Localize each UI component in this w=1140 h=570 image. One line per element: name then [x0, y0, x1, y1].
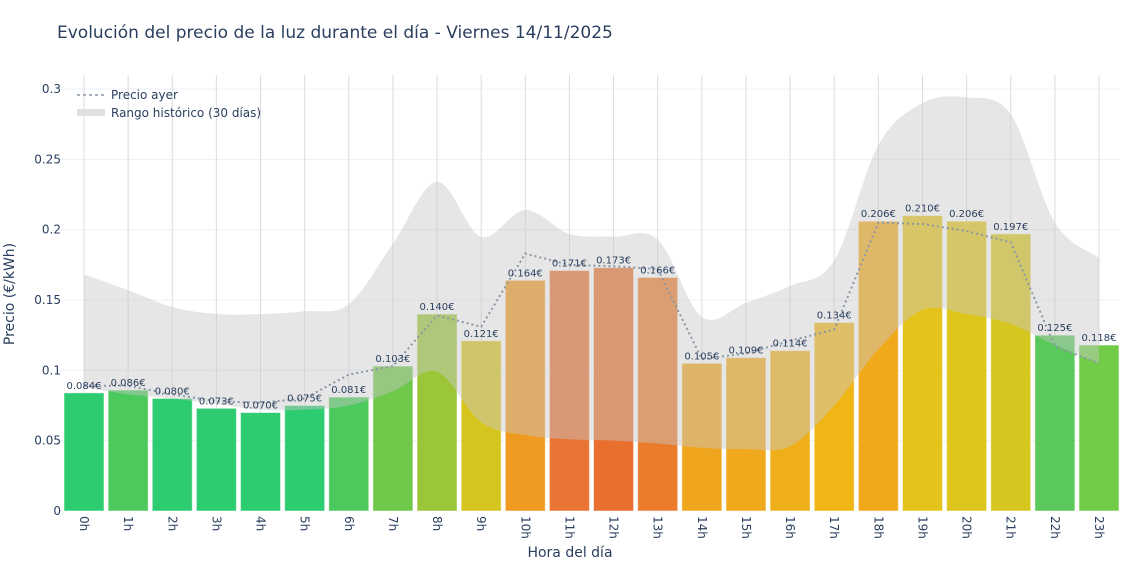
x-tick-label: 13h — [651, 516, 665, 539]
data-label-17h: 0.134€ — [817, 311, 852, 322]
y-tick-label: 0.2 — [42, 223, 61, 237]
data-label-4h: 0.070€ — [243, 401, 278, 412]
y-tick-label: 0 — [53, 504, 61, 518]
chart-title: Evolución del precio de la luz durante e… — [57, 23, 613, 43]
x-tick-label: 4h — [254, 516, 268, 531]
x-tick-label: 8h — [430, 516, 444, 531]
x-tick-label: 17h — [827, 516, 841, 539]
bar-8h — [416, 313, 458, 512]
bar-9h — [460, 340, 502, 512]
data-label-13h: 0.166€ — [640, 265, 675, 276]
x-tick-label: 9h — [474, 516, 488, 531]
data-labels: 0.084€ 0.086€ 0.080€ 0.073€ 0.070€ 0.075€ 0.08… — [67, 204, 1117, 412]
y-axis-ticks: 0 0.05 0.1 0.15 0.2 0.25 0.3 — [34, 82, 61, 518]
x-tick-label: 15h — [739, 516, 753, 539]
bar-22h — [1034, 334, 1076, 512]
bar-16h — [769, 350, 811, 512]
bar-1h — [107, 389, 149, 512]
bar-13h — [637, 276, 679, 512]
data-label-1h: 0.086€ — [111, 378, 146, 389]
bar-6h — [328, 396, 370, 512]
x-tick-label: 12h — [607, 516, 621, 539]
data-label-7h: 0.103€ — [375, 354, 410, 365]
legend-range-symbol — [77, 109, 105, 116]
historic-range-area — [84, 96, 1099, 451]
bar-11h — [548, 269, 590, 512]
bar-17h — [813, 322, 855, 512]
y-tick-label: 0.3 — [42, 82, 61, 96]
data-label-18h: 0.206€ — [861, 209, 896, 220]
bar-21h — [990, 233, 1032, 512]
data-label-10h: 0.164€ — [508, 268, 543, 279]
x-tick-label: 7h — [386, 516, 400, 531]
bar-14h — [681, 362, 723, 512]
data-label-6h: 0.081€ — [331, 385, 366, 396]
x-tick-label: 16h — [783, 516, 797, 539]
y-tick-label: 0.05 — [34, 434, 61, 448]
bar-2h — [151, 397, 193, 512]
data-label-8h: 0.140€ — [420, 302, 455, 313]
x-tick-label: 19h — [915, 516, 929, 539]
x-tick-label: 5h — [298, 516, 312, 531]
data-label-22h: 0.125€ — [1037, 323, 1072, 334]
data-label-11h: 0.171€ — [552, 258, 587, 269]
x-tick-label: 20h — [960, 516, 974, 539]
y-axis-title: Precio (€/kWh) — [2, 243, 18, 345]
x-tick-label: 22h — [1048, 516, 1062, 539]
x-tick-label: 21h — [1004, 516, 1018, 539]
data-label-9h: 0.121€ — [464, 329, 499, 340]
historic-range — [84, 96, 1099, 451]
x-tick-label: 10h — [518, 516, 532, 539]
bar-15h — [725, 357, 767, 512]
x-tick-label: 18h — [871, 516, 885, 539]
data-label-5h: 0.075€ — [287, 394, 322, 405]
data-label-16h: 0.114€ — [773, 339, 808, 350]
bars — [63, 215, 1120, 512]
x-tick-label: 1h — [121, 516, 135, 531]
yesterday-line — [84, 221, 1100, 404]
data-label-12h: 0.173€ — [596, 256, 631, 267]
x-axis-ticks: 0h 1h 2h 3h 4h 5h 6h 7h 8h 9h 10h 11h 12h 13h 14h 15h 16… — [77, 516, 1106, 539]
data-label-14h: 0.105€ — [684, 351, 719, 362]
data-label-21h: 0.197€ — [993, 222, 1028, 233]
bar-10h — [504, 279, 546, 512]
x-tick-label: 3h — [209, 516, 223, 531]
bar-23h — [1078, 344, 1120, 512]
data-label-2h: 0.080€ — [155, 386, 190, 397]
x-tick-label: 14h — [695, 516, 709, 539]
legend-yesterday[interactable]: Precio ayer — [111, 88, 178, 102]
x-axis-title: Hora del día — [527, 545, 612, 561]
data-label-23h: 0.118€ — [1082, 333, 1117, 344]
bar-4h — [240, 412, 282, 512]
yesterday-price-line — [84, 221, 1100, 404]
x-tick-label: 0h — [77, 516, 91, 531]
bar-0h — [63, 392, 105, 512]
bar-5h — [284, 405, 326, 512]
bar-7h — [372, 365, 414, 512]
legend[interactable]: Precio ayer Rango histórico (30 días) — [77, 88, 261, 120]
data-label-19h: 0.210€ — [905, 204, 940, 215]
data-label-15h: 0.109€ — [728, 346, 763, 357]
bar-12h — [593, 267, 635, 512]
x-tick-label: 2h — [165, 516, 179, 531]
bar-20h — [946, 220, 988, 512]
y-tick-label: 0.15 — [34, 293, 61, 307]
y-tick-label: 0.1 — [42, 363, 61, 377]
bar-3h — [195, 407, 237, 512]
bar-18h — [857, 220, 899, 512]
x-tick-label: 23h — [1092, 516, 1106, 539]
x-tick-label: 6h — [342, 516, 356, 531]
x-tick-label: 11h — [562, 516, 576, 539]
bar-19h — [901, 215, 943, 512]
data-label-3h: 0.073€ — [199, 396, 234, 407]
data-label-20h: 0.206€ — [949, 209, 984, 220]
legend-range[interactable]: Rango histórico (30 días) — [111, 106, 261, 120]
y-tick-label: 0.25 — [34, 152, 61, 166]
data-label-0h: 0.084€ — [67, 381, 102, 392]
